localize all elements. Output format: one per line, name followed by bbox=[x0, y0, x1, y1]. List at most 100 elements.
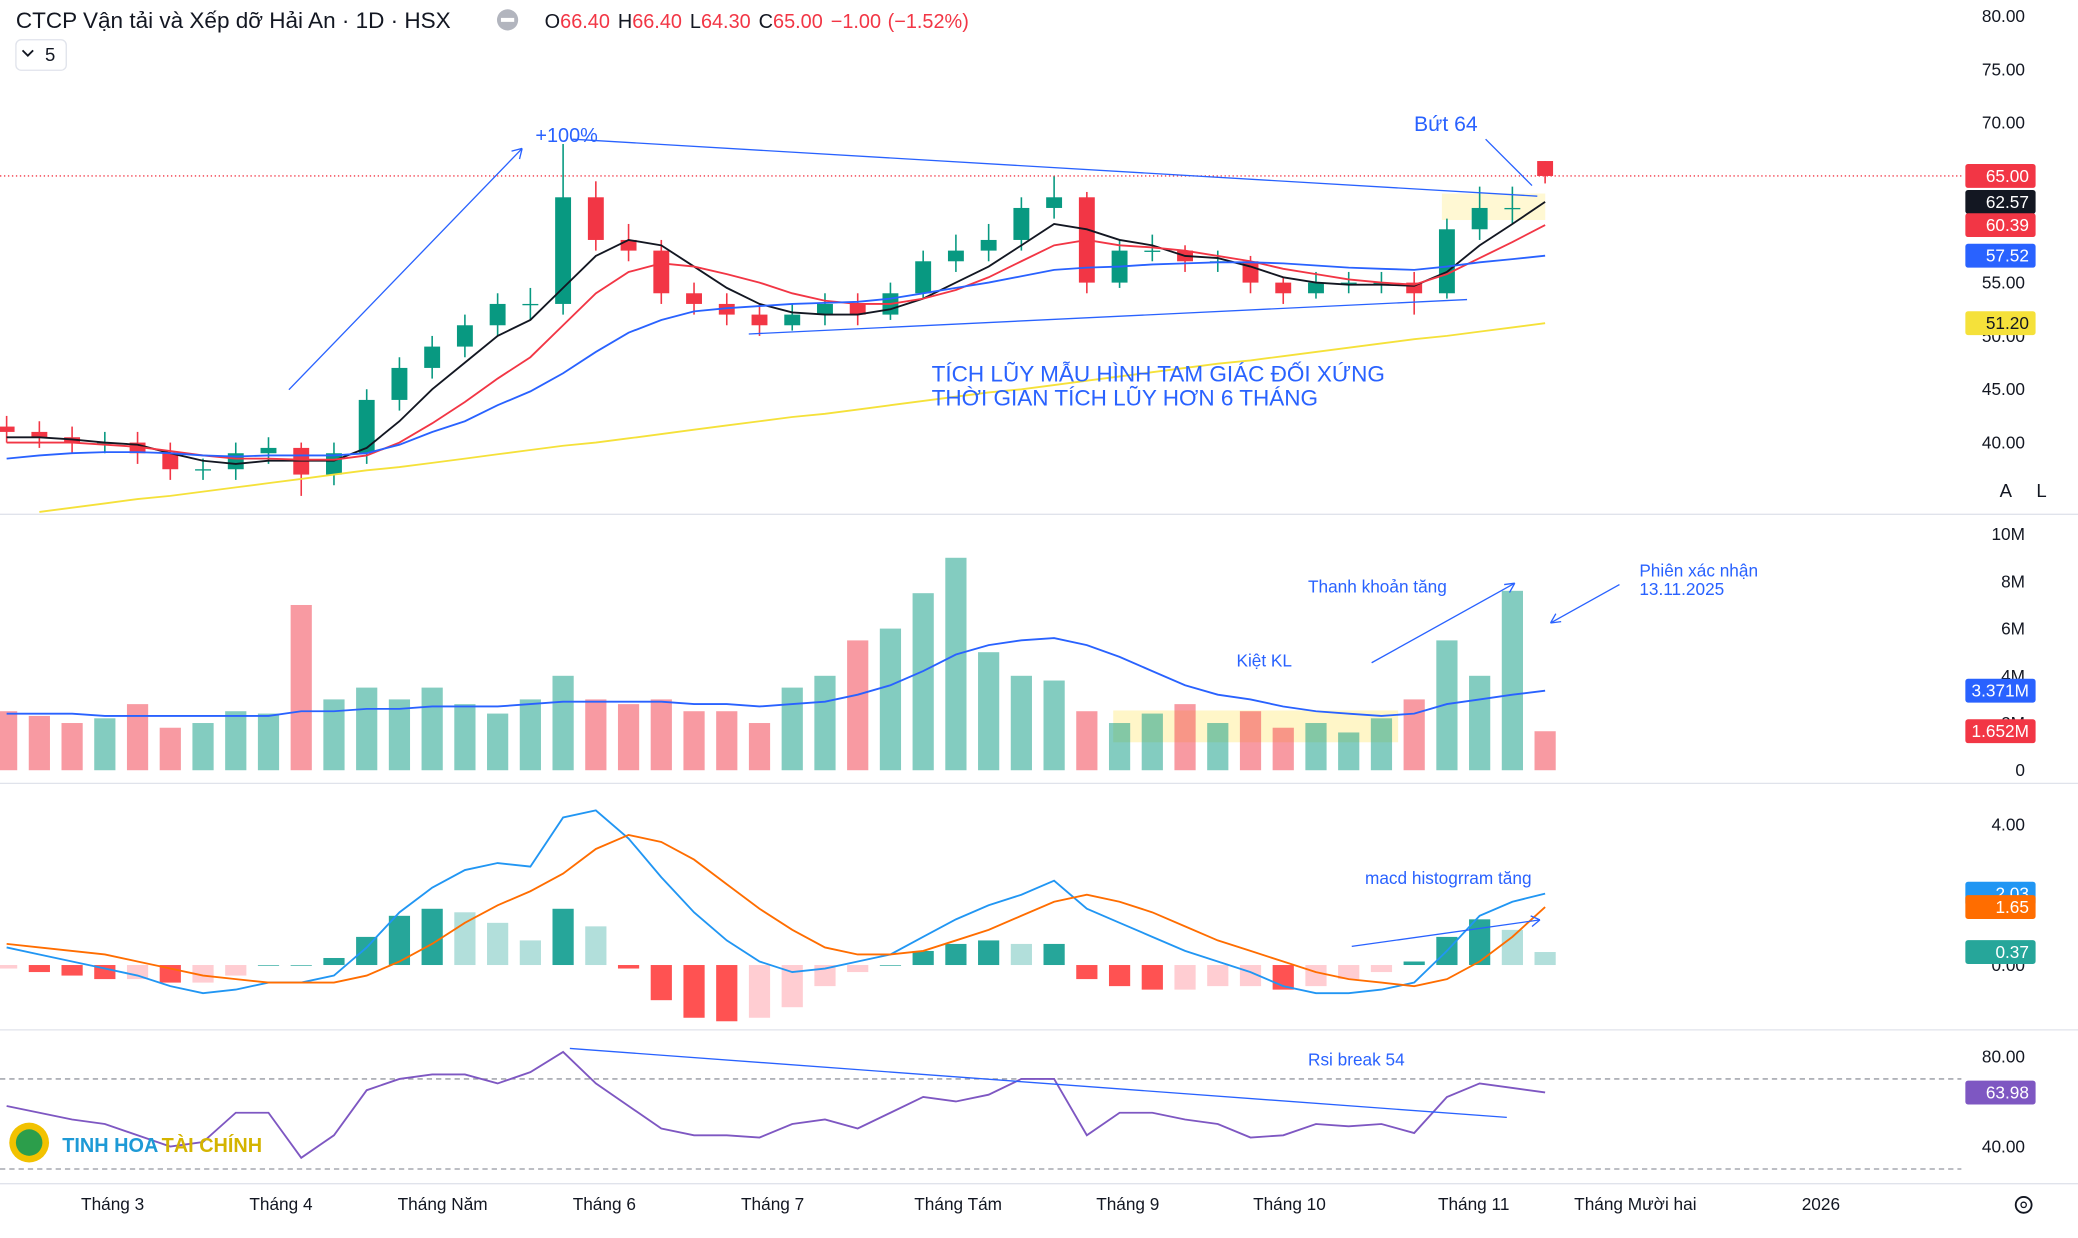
series-line bbox=[6, 637, 1546, 717]
y-tick-label: 4.00 bbox=[1991, 814, 2025, 834]
x-tick-label: Tháng Mười hai bbox=[1574, 1194, 1696, 1214]
annotation: Thanh khoản tăng bbox=[1308, 576, 1447, 596]
histogram-bar bbox=[421, 908, 443, 966]
highlight-zone bbox=[1441, 193, 1546, 221]
x-tick-label: Tháng 3 bbox=[81, 1194, 144, 1214]
y-tick-label: 40.00 bbox=[1982, 433, 2025, 453]
histogram-bar bbox=[192, 965, 214, 983]
histogram-bar bbox=[683, 965, 705, 1018]
histogram-bar bbox=[257, 965, 280, 966]
scale-button[interactable] bbox=[1991, 475, 2020, 504]
volume-bar bbox=[126, 704, 149, 771]
histogram-bar bbox=[1338, 965, 1360, 980]
candle-body bbox=[489, 303, 506, 326]
histogram-bar bbox=[552, 908, 574, 966]
histogram-bar bbox=[847, 965, 869, 973]
histogram-bar bbox=[1043, 943, 1065, 966]
volume-bar bbox=[748, 723, 771, 771]
ohlc-value: 66.40 bbox=[632, 11, 682, 33]
candle-body bbox=[1308, 282, 1324, 294]
price-label-box bbox=[1965, 164, 2036, 188]
histogram-bar bbox=[781, 965, 803, 1008]
annotation: 13.11.2025 bbox=[1639, 579, 1724, 599]
candle-body bbox=[1144, 250, 1161, 252]
histogram-bar bbox=[1207, 965, 1229, 987]
volume-bar bbox=[487, 713, 509, 771]
x-tick-label: Tháng 4 bbox=[249, 1194, 313, 1214]
ohlc-name: L bbox=[690, 11, 701, 33]
candle-body bbox=[686, 293, 702, 304]
volume-bar bbox=[61, 723, 83, 771]
candle-body bbox=[1013, 207, 1030, 240]
annotation: macd histogrram tăng bbox=[1365, 868, 1532, 888]
candle-body bbox=[1275, 282, 1292, 294]
y-tick-label: 6M bbox=[2001, 619, 2025, 639]
volume-bar bbox=[683, 711, 705, 771]
arrow bbox=[1371, 582, 1516, 664]
volume-bar bbox=[945, 557, 967, 771]
candle-body bbox=[555, 197, 572, 304]
histogram-bar bbox=[716, 965, 738, 1022]
price-label: 57.52 bbox=[1986, 246, 2029, 266]
candle-body bbox=[358, 399, 375, 454]
volume-bar bbox=[716, 711, 738, 771]
histogram-bar bbox=[61, 965, 83, 976]
candle-body bbox=[391, 367, 408, 400]
indicator-toggle[interactable]: 5 bbox=[15, 39, 67, 71]
arrow-head bbox=[1504, 582, 1516, 593]
candle-body bbox=[718, 303, 735, 315]
candle-body bbox=[849, 303, 866, 315]
volume-bar bbox=[519, 699, 541, 771]
settings-icon[interactable] bbox=[2014, 1195, 2033, 1214]
histogram-bar bbox=[912, 950, 934, 966]
series-line bbox=[39, 322, 1546, 513]
volume-bar bbox=[356, 687, 378, 771]
histogram-bar bbox=[290, 965, 312, 966]
chart-title: CTCP Vận tải và Xếp dỡ Hải An · 1D · HSX bbox=[16, 8, 451, 33]
arrow bbox=[1485, 138, 1533, 187]
histogram-bar bbox=[1370, 965, 1393, 973]
candle-body bbox=[1471, 207, 1488, 230]
y-tick-label: 75.00 bbox=[1982, 59, 2025, 79]
price-label: 60.39 bbox=[1986, 215, 2029, 235]
series-line bbox=[6, 224, 1546, 461]
price-label-box bbox=[1965, 243, 2036, 268]
ohlc-name: C bbox=[759, 11, 773, 33]
ohlc-value: 66.40 bbox=[560, 11, 610, 33]
trendline bbox=[569, 1047, 1507, 1119]
candle-body bbox=[1340, 282, 1357, 284]
histogram-bar bbox=[126, 965, 149, 980]
candle-body bbox=[1046, 197, 1063, 208]
logo-brand: TÀI CHÍNH bbox=[162, 1134, 262, 1157]
histogram-bar bbox=[94, 965, 116, 980]
x-tick-label: Tháng 10 bbox=[1253, 1194, 1326, 1214]
histogram-bar bbox=[1174, 965, 1196, 990]
logo-brand: TINH HOA bbox=[62, 1135, 158, 1157]
gear bbox=[2020, 1201, 2027, 1209]
histogram-bar bbox=[323, 957, 345, 966]
histogram-bar bbox=[1403, 961, 1425, 966]
volume-bar bbox=[0, 711, 18, 771]
candle-body bbox=[1438, 229, 1455, 294]
candle-body bbox=[260, 447, 277, 454]
volume-bar bbox=[978, 652, 1000, 771]
histogram-bar bbox=[1108, 965, 1131, 987]
status-icon bbox=[500, 17, 515, 22]
histogram-bar bbox=[454, 912, 476, 966]
candle-body bbox=[1537, 161, 1554, 176]
price-label-box bbox=[1965, 213, 2036, 238]
volume-bar bbox=[1272, 727, 1294, 771]
volume-bar bbox=[192, 723, 214, 771]
scale-button[interactable] bbox=[2027, 475, 2056, 504]
candle-body bbox=[162, 453, 179, 470]
gear[interactable] bbox=[2014, 1195, 2033, 1214]
volume-bar bbox=[1043, 680, 1065, 771]
volume-bar bbox=[617, 704, 640, 771]
y-tick-label: 45.00 bbox=[1982, 379, 2025, 399]
candle-body bbox=[326, 453, 342, 475]
arrow-head bbox=[1549, 613, 1562, 624]
volume-bar bbox=[650, 699, 672, 771]
logo-icon bbox=[15, 1129, 43, 1156]
histogram-bar bbox=[388, 915, 411, 966]
toggle-box[interactable] bbox=[15, 39, 67, 71]
